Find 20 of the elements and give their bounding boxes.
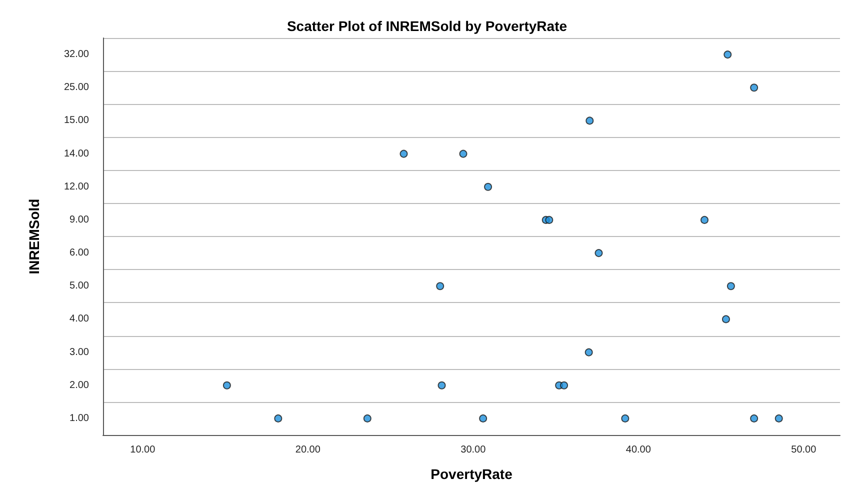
- x-tick-label: 20.00: [295, 444, 321, 456]
- x-tick-label: 50.00: [791, 444, 817, 456]
- y-tick-label: 4.00: [70, 314, 90, 325]
- y-tick-label: 25.00: [64, 82, 90, 94]
- y-tick-label: 3.00: [70, 346, 90, 358]
- y-tick-label: 1.00: [70, 412, 90, 424]
- y-tick-label: 2.00: [70, 380, 90, 391]
- y-tick-label: 14.00: [64, 148, 90, 160]
- x-tick-label: 40.00: [626, 444, 652, 456]
- y-tick-label: 32.00: [64, 49, 90, 60]
- x-axis-title: PovertyRate: [430, 466, 513, 482]
- x-tick-label: 30.00: [460, 444, 486, 456]
- chart-title: Scatter Plot of INREMSold by PovertyRate: [286, 18, 568, 34]
- y-tick-label: 5.00: [70, 280, 90, 292]
- y-tick-label: 15.00: [64, 115, 90, 126]
- y-axis-title: INREMSold: [26, 198, 42, 274]
- y-tick-label: 6.00: [70, 248, 90, 259]
- y-tick-label: 12.00: [64, 181, 90, 192]
- x-tick-label: 10.00: [130, 444, 156, 456]
- y-tick-label: 9.00: [70, 214, 90, 226]
